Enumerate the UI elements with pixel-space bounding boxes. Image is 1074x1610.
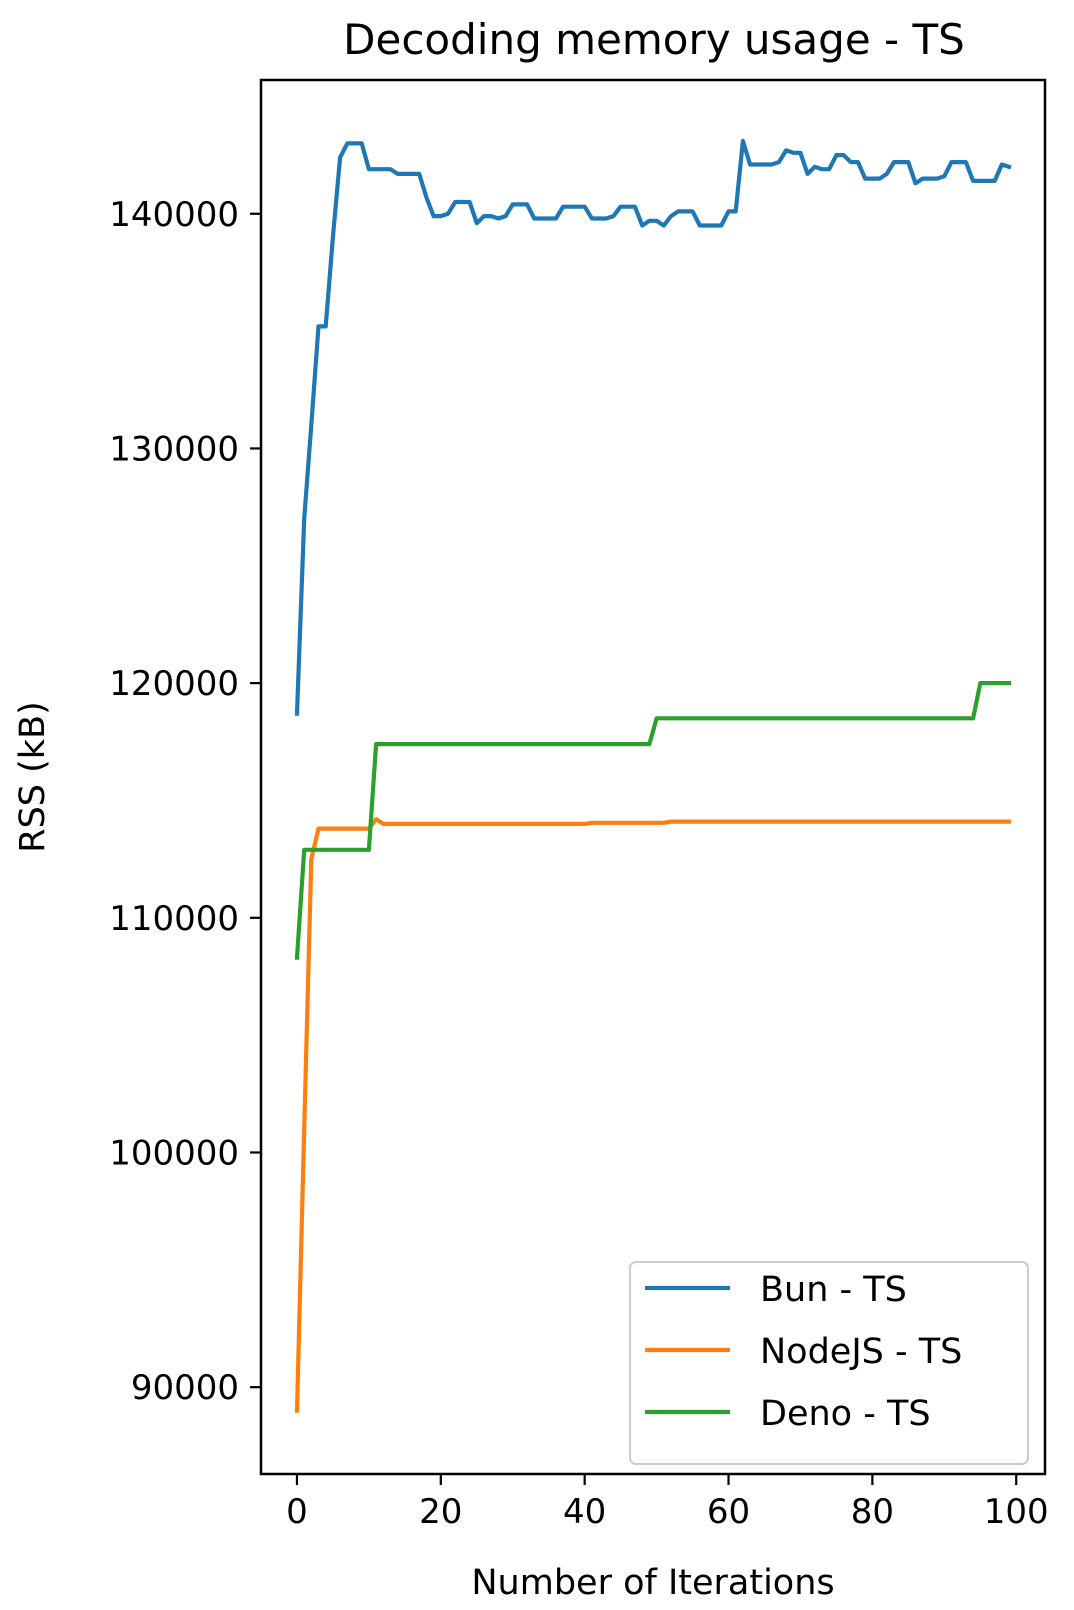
x-tick-label: 0 [286,1492,308,1532]
legend: Bun - TS NodeJS - TS Deno - TS [629,1261,1029,1465]
x-tick-label: 80 [851,1492,894,1532]
y-tick-label: 110000 [109,899,239,939]
y-axis-label: RSS (kB) [13,701,53,852]
x-axis: 0 20 40 60 80 100 [286,1474,1049,1532]
x-tick-label: 40 [563,1492,606,1532]
series-line [294,138,1012,716]
y-tick-label: 90000 [131,1368,239,1408]
legend-label: NodeJS - TS [760,1332,962,1372]
plot-frame [259,78,1047,1476]
x-tick-label: 60 [707,1492,750,1532]
legend-entries: Bun - TS NodeJS - TS Deno - TS [645,1270,962,1434]
x-axis-label: Number of Iterations [471,1563,834,1603]
y-tick-label: 130000 [109,429,239,469]
x-tick-label: 20 [419,1492,462,1532]
series-line [294,817,1012,1413]
legend-label: Deno - TS [760,1394,931,1434]
plot-area [259,78,1047,1476]
series-line [294,680,1012,960]
y-tick-label: 140000 [109,195,239,235]
y-axis: 90000 100000 110000 120000 130000 140000 [109,195,261,1408]
y-tick-label: 100000 [109,1133,239,1173]
legend-label: Bun - TS [760,1270,907,1310]
chart-title: Decoding memory usage - TS [343,15,965,64]
series-layer [294,138,1012,1413]
x-tick-label: 100 [984,1492,1049,1532]
y-tick-label: 120000 [109,664,239,704]
